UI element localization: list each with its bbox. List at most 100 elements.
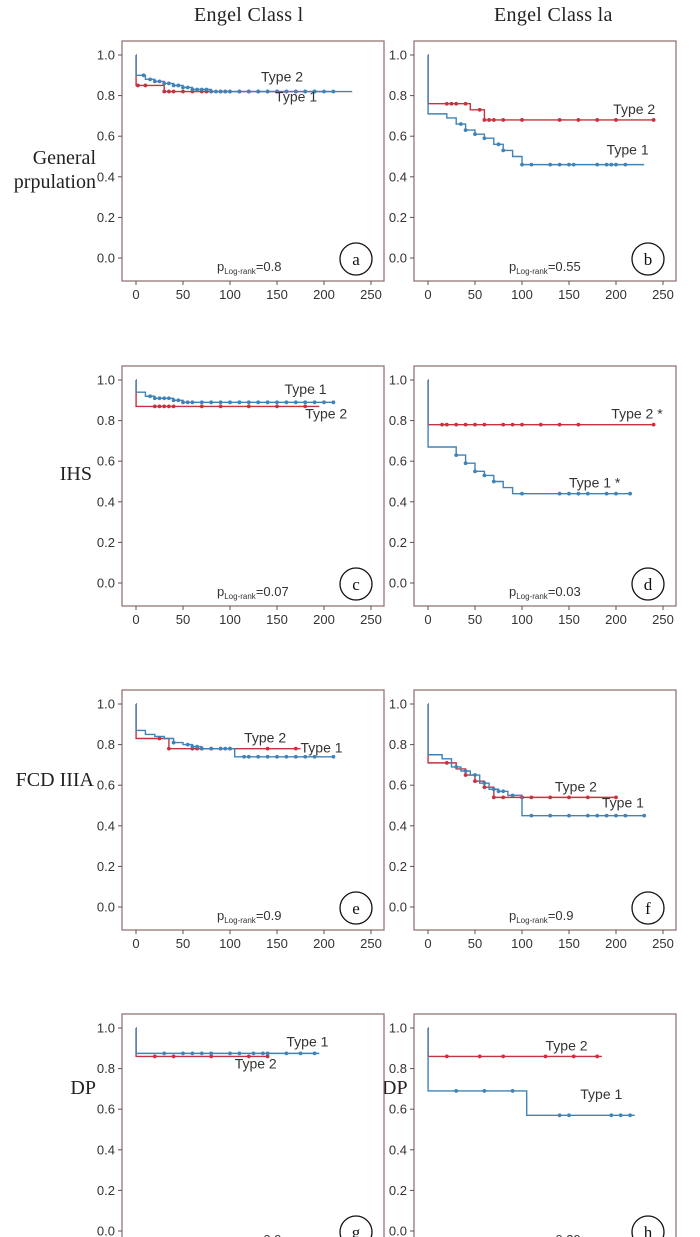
p-value-label: pLog-rank=0.55 xyxy=(509,259,581,276)
censor-mark xyxy=(491,795,496,800)
y-tick-label: 0.2 xyxy=(97,1183,115,1198)
censor-mark xyxy=(567,795,571,800)
y-tick-label: 0.8 xyxy=(97,88,115,103)
x-tick-label: 250 xyxy=(360,612,382,627)
p-value-number: =0.9 xyxy=(256,908,282,923)
censor-mark xyxy=(275,404,279,409)
censor-mark xyxy=(157,396,162,401)
x-tick-label: 100 xyxy=(219,936,241,951)
y-tick-label: 1.0 xyxy=(389,1021,407,1036)
censor-mark xyxy=(171,83,176,88)
censor-mark xyxy=(595,813,600,818)
censor-mark xyxy=(246,754,251,759)
censor-mark xyxy=(454,101,459,106)
p-value-number: =0.29 xyxy=(548,1232,581,1237)
y-tick-label: 0.2 xyxy=(389,859,407,874)
censor-mark xyxy=(473,422,477,427)
censor-mark xyxy=(265,746,270,751)
censor-mark xyxy=(477,1054,482,1059)
censor-mark xyxy=(218,89,223,94)
censor-mark xyxy=(293,400,298,405)
x-tick-label: 100 xyxy=(511,612,533,627)
censor-mark xyxy=(571,1054,576,1059)
panel-letter-circle xyxy=(631,567,665,601)
censor-mark xyxy=(529,795,534,800)
km-panel-b: 0.0 0.2 0.4 0.6 0.8 1.0 0 50 100 150 200 250 Type 2 T… xyxy=(389,40,677,302)
censor-mark xyxy=(501,1054,506,1059)
row-label-general-population: General prpulation xyxy=(4,146,96,194)
censor-mark xyxy=(246,89,251,94)
p-value-prefix: p xyxy=(509,259,516,274)
series-label: Type 2 xyxy=(235,1056,277,1072)
panel-letter: e xyxy=(352,899,360,918)
censor-mark xyxy=(303,754,308,759)
censor-mark xyxy=(303,89,308,94)
censor-mark xyxy=(190,87,195,92)
censor-mark xyxy=(604,162,609,167)
censor-mark xyxy=(181,89,185,94)
y-tick-label: 0.6 xyxy=(389,454,407,469)
censor-mark xyxy=(167,81,171,86)
censor-mark xyxy=(477,107,482,112)
series-label: Type 1 xyxy=(275,89,317,105)
y-tick-label: 0.8 xyxy=(389,1061,407,1076)
p-value-prefix: p xyxy=(217,908,224,923)
censor-mark xyxy=(585,813,590,818)
series-label: Type 1 xyxy=(286,1033,328,1049)
censor-mark xyxy=(331,400,336,405)
y-tick-label: 0.2 xyxy=(389,1183,407,1198)
p-value-number: =0.03 xyxy=(548,584,581,599)
censor-mark xyxy=(520,422,524,427)
censor-mark xyxy=(510,422,515,427)
censor-mark xyxy=(628,491,632,496)
y-tick-label: 0.8 xyxy=(389,413,407,428)
censor-mark xyxy=(520,162,524,167)
p-value-subscript: Log-rank xyxy=(224,267,257,276)
p-value-label: pLog-rank=0.03 xyxy=(509,584,581,601)
censor-mark xyxy=(256,400,261,405)
censor-mark xyxy=(322,89,326,94)
y-tick-label: 1.0 xyxy=(97,48,115,63)
panel-letter: c xyxy=(352,575,360,594)
censor-mark xyxy=(463,128,468,133)
x-tick-label: 0 xyxy=(424,936,431,951)
series-label: Type 1 xyxy=(285,381,327,397)
x-tick-label: 150 xyxy=(266,287,288,302)
censor-mark xyxy=(444,422,449,427)
p-value-label: pLog-rank=0.07 xyxy=(217,584,289,601)
censor-mark xyxy=(510,793,515,798)
censor-mark xyxy=(265,400,270,405)
x-tick-label: 250 xyxy=(652,936,674,951)
series-label: Type 2 xyxy=(244,730,286,746)
censor-mark xyxy=(185,400,190,405)
plot-frame xyxy=(121,1013,385,1237)
censor-mark xyxy=(510,1089,515,1093)
censor-mark xyxy=(256,754,261,759)
censor-mark xyxy=(557,162,562,167)
y-tick-label: 1.0 xyxy=(389,373,407,388)
censor-mark xyxy=(218,400,223,405)
censor-mark xyxy=(293,746,298,751)
censor-mark xyxy=(444,101,449,106)
censor-mark xyxy=(223,89,228,94)
km-panel-d: 0.0 0.2 0.4 0.6 0.8 1.0 0 50 100 150 200 250 Type 2 … xyxy=(389,365,677,627)
panel-letter-circle xyxy=(631,891,665,925)
censor-mark xyxy=(157,404,162,409)
censor-mark xyxy=(148,77,153,82)
censor-mark xyxy=(595,1054,600,1059)
panel-letter: a xyxy=(352,250,360,269)
censor-mark xyxy=(454,453,459,458)
censor-mark xyxy=(487,118,491,122)
censor-mark xyxy=(548,813,553,818)
plot-frame xyxy=(413,689,677,931)
x-tick-label: 150 xyxy=(558,287,580,302)
x-tick-label: 0 xyxy=(132,612,139,627)
censor-mark xyxy=(148,394,153,399)
panel-letter-circle xyxy=(339,242,373,276)
censor-mark xyxy=(557,491,562,496)
censor-mark xyxy=(246,1054,251,1059)
censor-mark xyxy=(199,87,204,92)
censor-mark xyxy=(312,400,317,405)
censor-mark xyxy=(223,746,228,751)
column-title-engel-class-1a: Engel Class la xyxy=(494,4,613,26)
